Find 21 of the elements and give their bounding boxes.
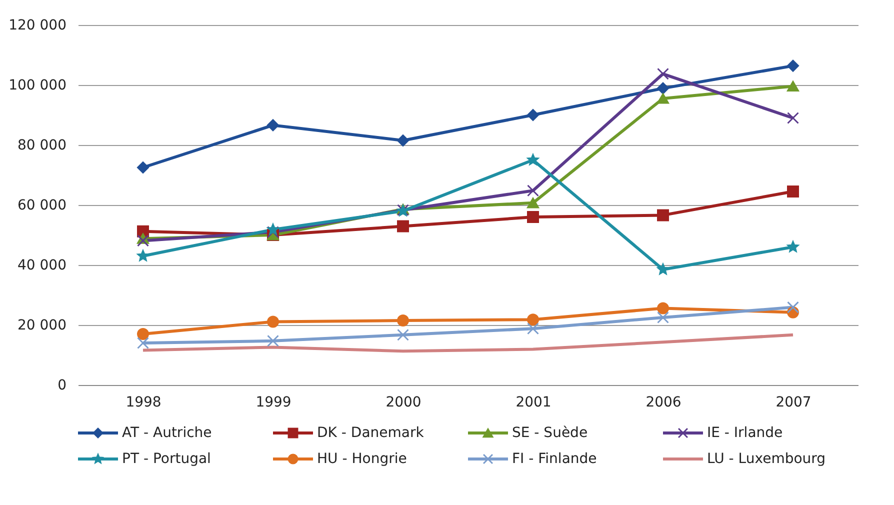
x-tick-label: 1998 (126, 394, 162, 410)
x-tick-label: 2001 (516, 394, 552, 410)
legend-label: PT - Portugal (122, 451, 211, 467)
legend-label: FI - Finlande (512, 451, 597, 467)
y-tick-label: 40 000 (18, 258, 66, 274)
y-tick-label: 100 000 (8, 78, 66, 94)
legend-label: IE - Irlande (707, 425, 783, 441)
x-tick-label: 1999 (256, 394, 292, 410)
y-tick-label: 0 (58, 378, 66, 394)
y-tick-label: 20 000 (18, 318, 66, 334)
x-tick-label: 2006 (646, 394, 682, 410)
y-tick-label: 80 000 (18, 138, 66, 154)
legend-label: LU - Luxembourg (707, 451, 826, 467)
legend-label: AT - Autriche (122, 425, 212, 441)
y-tick-label: 120 000 (8, 18, 66, 34)
x-tick-label: 2000 (386, 394, 422, 410)
legend-label: SE - Suède (512, 425, 588, 441)
legend-label: HU - Hongrie (317, 451, 407, 467)
y-tick-label: 60 000 (18, 198, 66, 214)
x-tick-label: 2007 (776, 394, 812, 410)
legend-label: DK - Danemark (317, 425, 425, 441)
